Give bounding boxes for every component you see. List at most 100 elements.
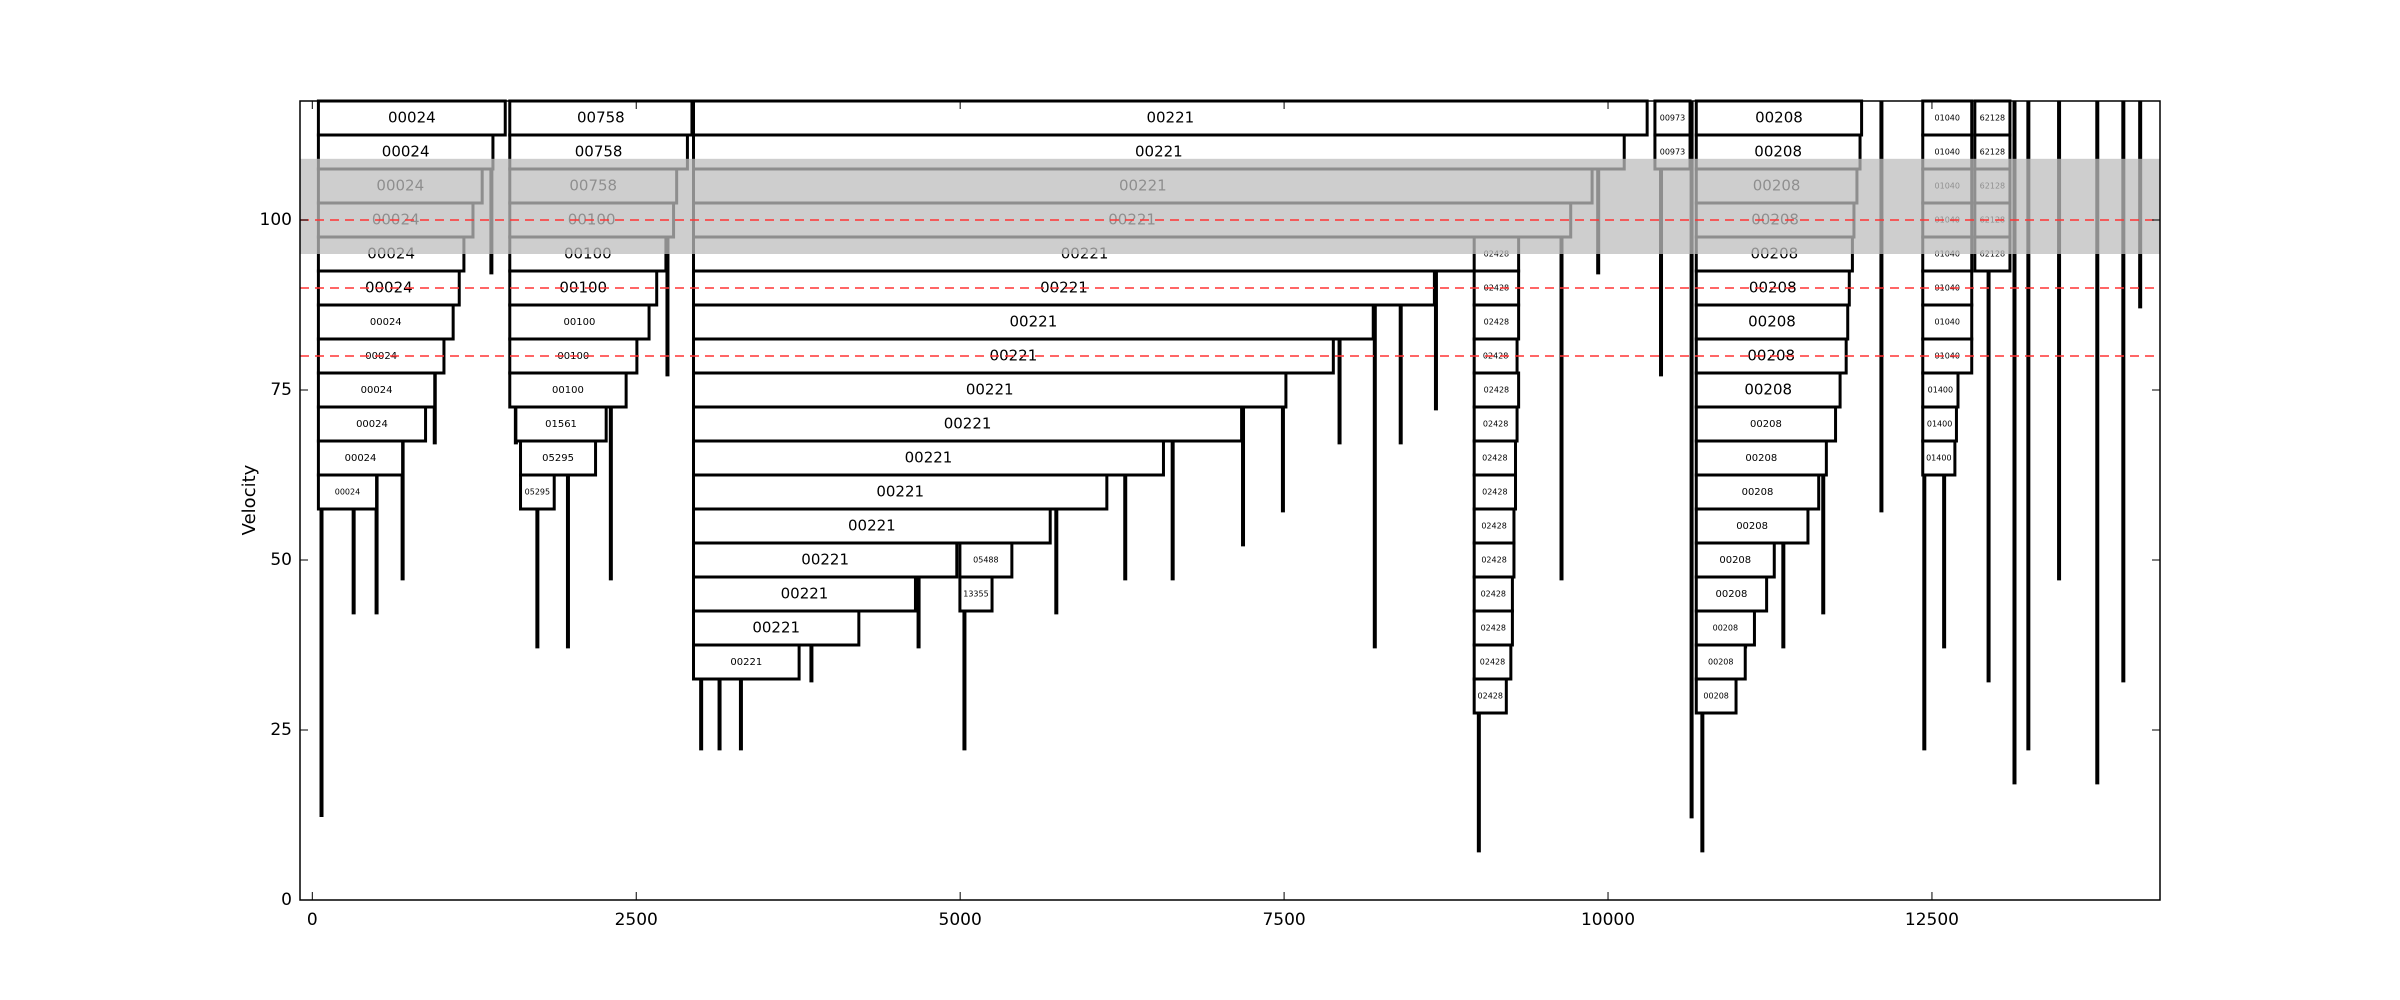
block-label: 00024 <box>345 453 377 464</box>
block-label: 00208 <box>1703 692 1728 701</box>
block-label: 01040 <box>1935 284 1960 293</box>
block-label: 00208 <box>1742 487 1774 498</box>
block-label: 00221 <box>1040 279 1088 297</box>
block <box>692 575 917 613</box>
block-label: 00024 <box>361 385 393 396</box>
block <box>692 303 1375 341</box>
block-label: 05295 <box>542 453 574 464</box>
block <box>692 371 1288 409</box>
block-label: 02428 <box>1480 658 1505 667</box>
block-label: 00221 <box>966 381 1014 399</box>
x-tick-label: 12500 <box>1905 910 1959 930</box>
x-tick-label: 7500 <box>1262 910 1305 930</box>
block <box>1921 371 1960 409</box>
block-label: 02428 <box>1484 386 1509 395</box>
block <box>1921 99 1974 137</box>
block <box>692 439 1165 477</box>
y-tick-label: 25 <box>270 720 292 740</box>
block <box>1472 303 1521 341</box>
highlight-band <box>300 158 2160 254</box>
block-label: 00221 <box>730 657 762 668</box>
block-label: 00024 <box>356 419 388 430</box>
block-label: 02428 <box>1483 352 1508 361</box>
block-label: 00221 <box>1135 143 1183 161</box>
block <box>519 473 556 511</box>
block <box>316 99 507 137</box>
block <box>692 405 1244 443</box>
block-label: 01400 <box>1927 420 1952 429</box>
block <box>958 575 994 613</box>
block-label: 00100 <box>564 317 596 328</box>
block <box>1694 541 1776 579</box>
block-label: 13355 <box>963 590 988 599</box>
block-label: 01040 <box>1935 148 1960 157</box>
block-label: 00208 <box>1755 109 1803 127</box>
x-tick-label: 5000 <box>939 910 982 930</box>
block-label: 00024 <box>335 488 360 497</box>
block-label: 02428 <box>1482 488 1507 497</box>
x-tick-label: 2500 <box>615 910 658 930</box>
block <box>1472 677 1508 715</box>
block-label: 00221 <box>781 585 829 603</box>
y-tick-label: 100 <box>260 210 292 230</box>
block-label: 00100 <box>552 385 584 396</box>
block-label: 01040 <box>1935 318 1960 327</box>
block <box>692 473 1109 511</box>
block-label: 00221 <box>905 449 953 467</box>
block <box>1694 405 1838 443</box>
block-label: 00221 <box>1010 313 1058 331</box>
plot-frame <box>299 100 2161 901</box>
y-tick-label: 0 <box>281 890 292 910</box>
block <box>1694 473 1821 511</box>
block-label: 02428 <box>1481 522 1506 531</box>
block <box>1694 609 1756 647</box>
block <box>316 405 428 443</box>
block-label: 62128 <box>1980 148 2005 157</box>
x-tick-label: 10000 <box>1581 910 1635 930</box>
block <box>508 371 628 409</box>
block-label: 02428 <box>1483 420 1508 429</box>
block-label: 00208 <box>1748 313 1796 331</box>
block-label: 00024 <box>388 109 436 127</box>
block-label: 00221 <box>752 619 800 637</box>
block <box>692 541 959 579</box>
y-axis-label: Velocity <box>239 464 260 535</box>
block-label: 01561 <box>545 419 577 430</box>
block-label: 00758 <box>575 143 623 161</box>
block-label: 00208 <box>1708 658 1733 667</box>
block-label: 00221 <box>1146 109 1194 127</box>
block-label: 01400 <box>1928 386 1953 395</box>
block-label: 00024 <box>365 279 413 297</box>
block-label: 02428 <box>1478 692 1503 701</box>
block-label: 00208 <box>1754 143 1802 161</box>
block-label: 01040 <box>1935 114 1960 123</box>
block-label: 02428 <box>1484 284 1509 293</box>
block-label: 00208 <box>1750 419 1782 430</box>
block-label: 00100 <box>559 279 607 297</box>
block-label: 00208 <box>1719 555 1751 566</box>
block <box>1694 575 1769 613</box>
block <box>519 439 598 477</box>
block-label: 00221 <box>801 551 849 569</box>
block-label: 02428 <box>1481 590 1506 599</box>
block-label: 02428 <box>1484 318 1509 327</box>
block-label: 00221 <box>876 483 924 501</box>
block <box>316 473 379 511</box>
block <box>1472 371 1521 409</box>
block-label: 02428 <box>1482 454 1507 463</box>
block-label: 00208 <box>1745 453 1777 464</box>
block <box>692 643 801 681</box>
block <box>1694 303 1850 341</box>
block <box>1921 439 1957 477</box>
block <box>1694 677 1738 715</box>
block <box>1921 303 1974 341</box>
block <box>1472 439 1518 477</box>
block-label: 00758 <box>577 109 625 127</box>
x-tick-label: 0 <box>307 910 318 930</box>
block <box>316 439 405 477</box>
block-label: 00208 <box>1716 589 1748 600</box>
block-label: 00973 <box>1660 148 1685 157</box>
block-label: 01040 <box>1935 352 1960 361</box>
block-label: 00973 <box>1660 114 1685 123</box>
